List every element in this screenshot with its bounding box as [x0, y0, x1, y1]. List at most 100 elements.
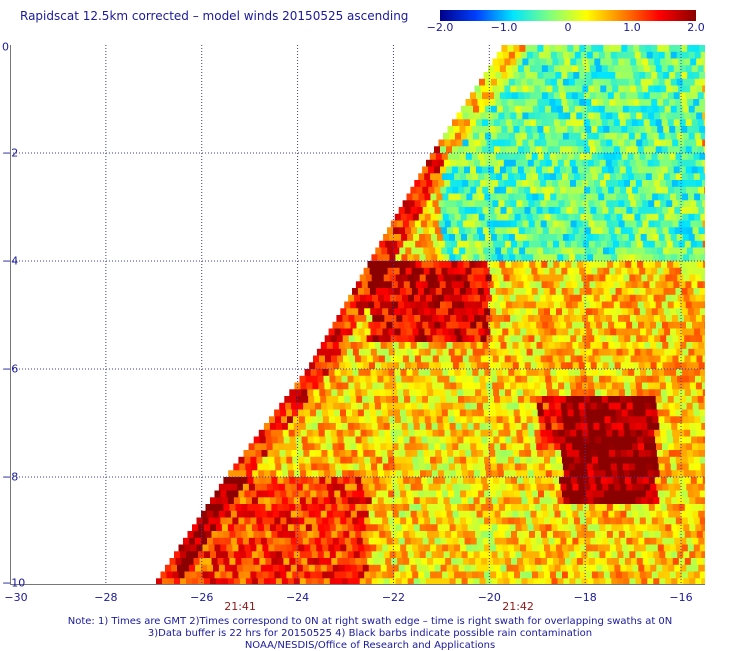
- wind-diff-cell: [553, 241, 560, 248]
- wind-diff-cell: [352, 457, 359, 464]
- wind-diff-cell: [470, 167, 477, 174]
- wind-diff-cell: [528, 315, 535, 322]
- wind-diff-cell: [690, 430, 697, 437]
- wind-diff-cell: [659, 133, 666, 140]
- wind-diff-cell: [575, 214, 582, 221]
- wind-diff-cell: [634, 308, 641, 315]
- wind-diff-cell: [543, 565, 550, 572]
- wind-diff-cell: [311, 369, 318, 376]
- wind-diff-cell: [395, 234, 402, 241]
- wind-diff-cell: [549, 99, 556, 106]
- wind-diff-cell: [473, 376, 480, 383]
- wind-diff-cell: [475, 504, 482, 511]
- wind-diff-cell: [536, 281, 543, 288]
- wind-diff-cell: [617, 106, 624, 113]
- wind-diff-cell: [494, 322, 501, 329]
- wind-diff-cell: [461, 214, 468, 221]
- wind-diff-cell: [695, 275, 702, 282]
- wind-diff-cell: [597, 403, 604, 410]
- wind-diff-cell: [629, 214, 636, 221]
- wind-diff-cell: [563, 234, 570, 241]
- wind-diff-cell: [602, 302, 609, 309]
- wind-diff-cell: [592, 288, 599, 295]
- wind-diff-cell: [455, 133, 462, 140]
- wind-diff-cell: [594, 86, 601, 93]
- wind-diff-cell: [555, 72, 562, 79]
- wind-diff-cell: [680, 187, 687, 194]
- wind-diff-cell: [561, 538, 568, 545]
- wind-diff-cell: [302, 437, 309, 444]
- wind-diff-cell: [665, 497, 672, 504]
- wind-diff-cell: [580, 545, 587, 552]
- wind-diff-cell: [531, 484, 538, 491]
- wind-diff-cell: [496, 545, 503, 552]
- wind-diff-cell: [578, 65, 585, 72]
- wind-diff-cell: [598, 491, 605, 498]
- wind-diff-cell: [477, 511, 484, 518]
- wind-diff-cell: [636, 180, 643, 187]
- wind-diff-cell: [612, 295, 619, 302]
- wind-diff-cell: [453, 227, 460, 234]
- wind-diff-cell: [660, 430, 667, 437]
- wind-diff-cell: [285, 403, 292, 410]
- wind-diff-cell: [411, 227, 418, 234]
- wind-diff-cell: [371, 416, 378, 423]
- wind-diff-cell: [576, 295, 583, 302]
- wind-diff-cell: [650, 207, 657, 214]
- wind-diff-cell: [457, 113, 464, 120]
- wind-diff-cell: [528, 335, 535, 342]
- wind-diff-cell: [391, 241, 398, 248]
- wind-diff-cell: [540, 383, 547, 390]
- wind-diff-cell: [693, 403, 700, 410]
- wind-diff-cell: [428, 167, 435, 174]
- wind-diff-cell: [551, 234, 558, 241]
- wind-diff-cell: [280, 545, 287, 552]
- wind-diff-cell: [664, 153, 671, 160]
- wind-diff-cell: [596, 443, 603, 450]
- wind-diff-cell: [536, 396, 543, 403]
- wind-diff-cell: [226, 518, 233, 525]
- wind-diff-cell: [578, 322, 585, 329]
- wind-diff-cell: [361, 335, 368, 342]
- wind-diff-cell: [549, 72, 556, 79]
- wind-diff-cell: [525, 227, 532, 234]
- wind-diff-cell: [349, 430, 356, 437]
- wind-diff-cell: [306, 524, 313, 531]
- wind-diff-cell: [561, 342, 568, 349]
- wind-diff-cell: [512, 443, 519, 450]
- wind-diff-cell: [702, 59, 705, 66]
- wind-diff-cell: [459, 342, 466, 349]
- wind-diff-cell: [536, 119, 543, 126]
- wind-diff-cell: [511, 389, 518, 396]
- wind-diff-cell: [663, 248, 670, 255]
- wind-diff-cell: [276, 423, 283, 430]
- wind-diff-cell: [442, 329, 449, 336]
- wind-diff-cell: [556, 518, 563, 525]
- wind-diff-cell: [358, 518, 365, 525]
- wind-diff-cell: [607, 437, 614, 444]
- wind-diff-cell: [375, 538, 382, 545]
- wind-diff-cell: [329, 464, 336, 471]
- wind-diff-cell: [640, 173, 647, 180]
- wind-diff-cell: [583, 558, 590, 565]
- wind-diff-cell: [522, 140, 529, 147]
- wind-diff-cell: [401, 376, 408, 383]
- wind-diff-cell: [562, 173, 569, 180]
- wind-diff-cell: [612, 430, 619, 437]
- wind-diff-cell: [627, 268, 634, 275]
- wind-diff-cell: [587, 214, 594, 221]
- wind-diff-cell: [599, 464, 606, 471]
- wind-diff-cell: [644, 119, 651, 126]
- wind-diff-cell: [652, 491, 659, 498]
- wind-diff-cell: [658, 329, 665, 336]
- wind-diff-cell: [445, 221, 452, 228]
- wind-diff-cell: [663, 403, 670, 410]
- wind-diff-cell: [490, 126, 497, 133]
- wind-diff-cell: [469, 335, 476, 342]
- wind-diff-cell: [652, 214, 659, 221]
- wind-diff-cell: [670, 572, 677, 579]
- wind-diff-cell: [585, 126, 592, 133]
- wind-diff-cell: [355, 356, 362, 363]
- wind-diff-cell: [586, 457, 593, 464]
- wind-diff-cell: [660, 295, 667, 302]
